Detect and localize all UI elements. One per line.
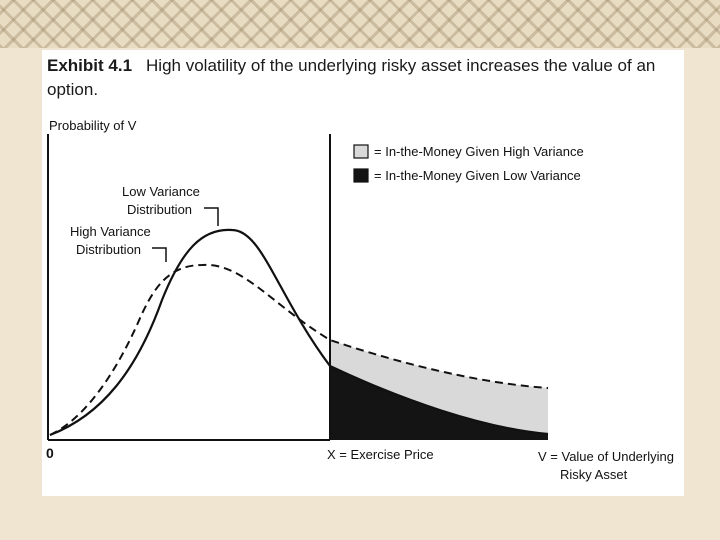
legend-high-variance-text: = In-the-Money Given High Variance — [374, 144, 584, 159]
low-variance-curve — [49, 228, 549, 437]
x-axis-label-line1: V = Value of Underlying — [538, 449, 674, 464]
option-value-diagram: Probability of V 0 X = Exercise Price V … — [46, 118, 674, 482]
low-variance-label-line1: Low Variance — [122, 184, 200, 199]
legend-low-variance-swatch — [353, 168, 369, 183]
exhibit-number: Exhibit 4.1 — [47, 56, 133, 75]
decorative-border — [0, 0, 720, 48]
y-axis-label: Probability of V — [49, 118, 137, 133]
high-variance-label-line2: Distribution — [76, 242, 141, 257]
low-variance-itm-region — [330, 366, 548, 440]
low-variance-leader — [204, 207, 219, 226]
exercise-price-label: X = Exercise Price — [327, 447, 434, 462]
legend-low-variance-text: = In-the-Money Given Low Variance — [374, 168, 581, 183]
high-variance-leader — [152, 247, 167, 262]
high-variance-curve — [49, 263, 549, 436]
high-variance-itm-region — [330, 340, 548, 434]
exhibit-title: Exhibit 4.1 High volatility of the underl… — [47, 54, 677, 102]
low-variance-label-line2: Distribution — [127, 202, 192, 217]
legend-high-variance-swatch — [353, 144, 369, 159]
origin-label: 0 — [46, 445, 54, 461]
x-axis-label-line2: Risky Asset — [560, 467, 628, 482]
high-variance-label-line1: High Variance — [70, 224, 151, 239]
exhibit-caption: High volatility of the underlying risky … — [47, 56, 656, 99]
slide-panel: Exhibit 4.1 High volatility of the underl… — [42, 50, 684, 496]
